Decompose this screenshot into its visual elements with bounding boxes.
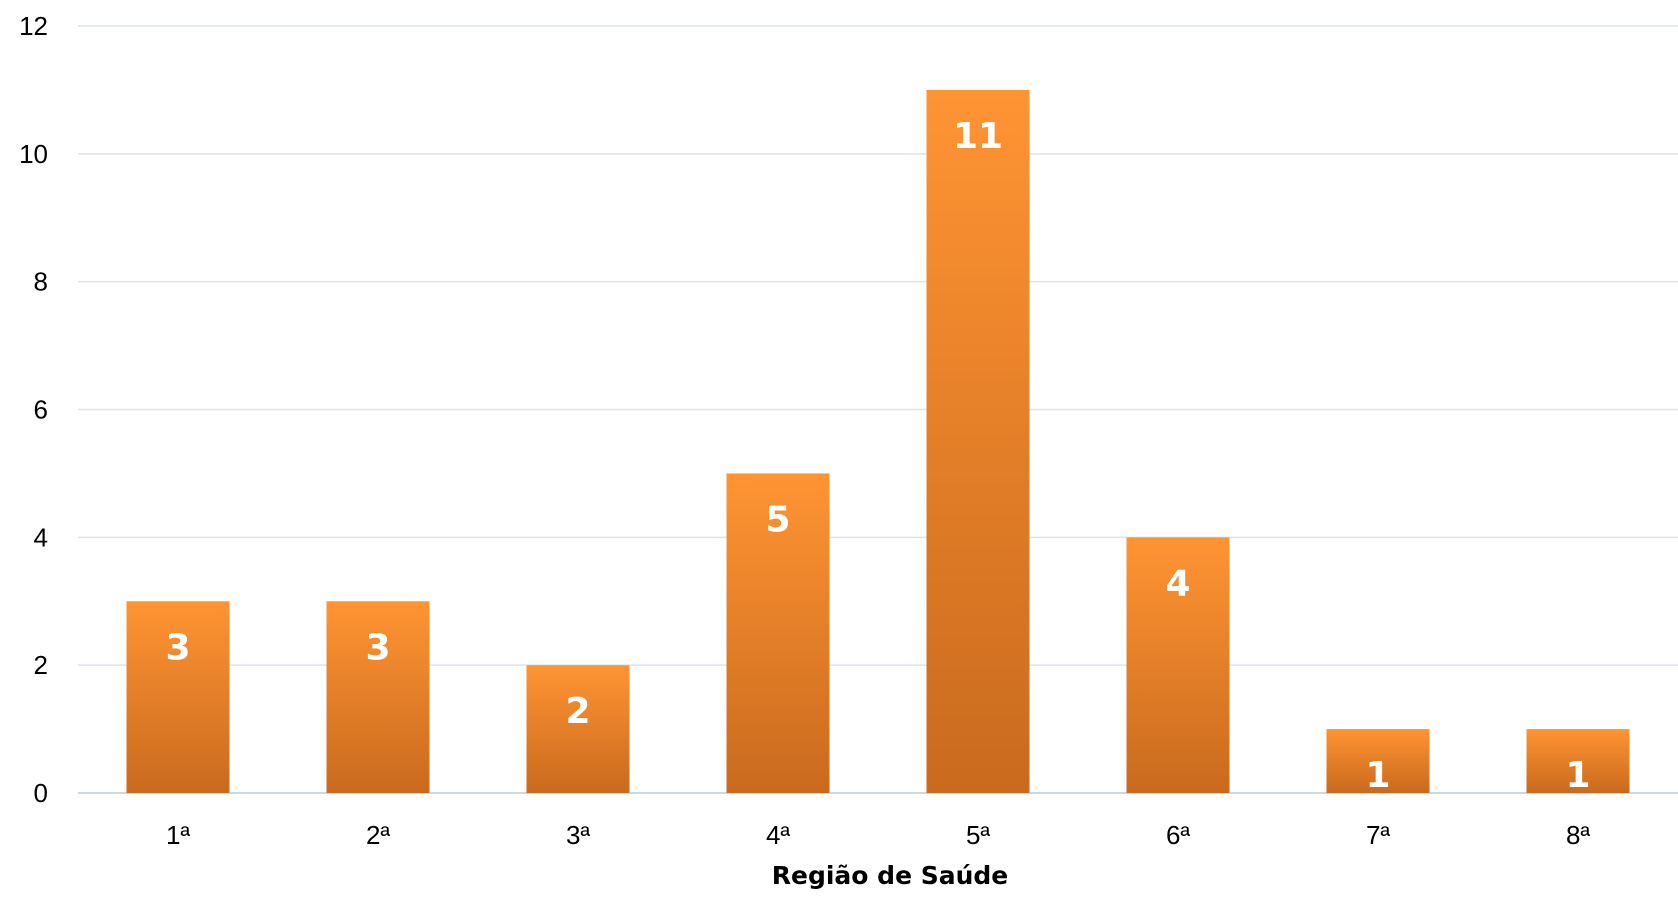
- y-tick-label: 6: [34, 395, 48, 425]
- bar-value-label: 1: [1565, 755, 1590, 796]
- bar-value-label: 2: [565, 691, 590, 732]
- x-axis-title: Região de Saúde: [772, 861, 1009, 890]
- bar: [326, 601, 430, 793]
- bar: [1326, 729, 1430, 793]
- bar: [726, 473, 830, 793]
- bar-value-label: 11: [953, 116, 1003, 157]
- x-tick-label: 7ª: [1366, 820, 1390, 850]
- y-tick-label: 10: [19, 139, 48, 169]
- gridlines: [78, 25, 1678, 794]
- y-tick-label: 0: [34, 778, 48, 808]
- bar: [1526, 729, 1630, 793]
- x-tick-label: 2ª: [366, 820, 390, 850]
- x-tick-label: 1ª: [166, 820, 190, 850]
- bar: [1126, 537, 1230, 793]
- x-tick-label: 8ª: [1566, 820, 1590, 850]
- y-tick-label: 4: [34, 522, 48, 552]
- y-tick-label: 2: [34, 650, 48, 680]
- bar-value-label: 3: [365, 627, 390, 668]
- bar-value-label: 1: [1365, 755, 1390, 796]
- bar: [126, 601, 230, 793]
- x-tick-label: 3ª: [566, 820, 590, 850]
- y-tick-label: 12: [19, 11, 48, 41]
- x-axis-tick-labels: 1ª 2ª 3ª 4ª 5ª 6ª 7ª 8ª: [166, 820, 1590, 850]
- bars: [126, 89, 1630, 793]
- bar: [526, 665, 630, 793]
- y-axis-tick-labels: 0 2 4 6 8 10 12: [19, 11, 48, 808]
- bar: [926, 89, 1030, 793]
- bar-value-label: 5: [765, 499, 790, 540]
- bar-value-label: 4: [1165, 563, 1190, 604]
- x-tick-label: 5ª: [966, 820, 990, 850]
- y-tick-label: 8: [34, 267, 48, 297]
- x-tick-label: 4ª: [766, 820, 790, 850]
- x-tick-label: 6ª: [1166, 820, 1190, 850]
- bar-value-label: 3: [165, 627, 190, 668]
